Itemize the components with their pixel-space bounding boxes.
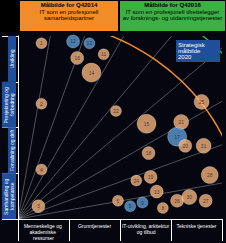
svg-text:og tilbud: og tilbud (135, 229, 156, 235)
svg-text:15: 15 (144, 121, 150, 127)
svg-text:Utvikling: Utvikling (9, 49, 15, 68)
svg-text:11: 11 (101, 51, 106, 57)
svg-text:ressurser: ressurser (33, 235, 54, 241)
svg-text:10: 10 (87, 40, 93, 46)
svg-text:8: 8 (161, 205, 164, 211)
svg-text:1: 1 (40, 40, 43, 46)
svg-text:6: 6 (117, 198, 120, 204)
svg-text:12: 12 (70, 38, 76, 44)
svg-text:28: 28 (207, 172, 213, 178)
svg-text:Grunntjenester: Grunntjenester (78, 223, 111, 229)
svg-text:3: 3 (37, 203, 40, 209)
html-text:Målbilde for Q42016: Målbilde for Q42016 (144, 2, 201, 8)
svg-text:13: 13 (154, 189, 160, 195)
svg-text:målbilde: målbilde (178, 48, 202, 54)
svg-text:20: 20 (182, 143, 188, 149)
svg-text:Samhandling og: Samhandling og (3, 177, 9, 215)
svg-text:25: 25 (199, 99, 205, 105)
svg-text:Forvaltning og drift: Forvaltning og drift (9, 129, 15, 171)
svg-text:24: 24 (134, 178, 140, 184)
svg-text:4: 4 (40, 167, 43, 173)
svg-text:9: 9 (141, 200, 144, 206)
svg-text:17: 17 (174, 134, 180, 140)
svg-text:Menneskelige og: Menneskelige og (23, 223, 64, 229)
svg-text:30: 30 (187, 194, 193, 200)
svg-text:5: 5 (129, 203, 132, 209)
svg-text:IT-utvikling, arkitektur: IT-utvikling, arkitektur (121, 223, 170, 229)
svg-text:akademiske: akademiske (29, 229, 58, 235)
svg-text:18: 18 (146, 150, 152, 156)
svg-text:Strategisk: Strategisk (178, 42, 207, 48)
svg-text:kompetanse: kompetanse (9, 182, 15, 209)
html-text:Målbilde for Q42014: Målbilde for Q42014 (40, 2, 98, 8)
svg-text:2020: 2020 (178, 54, 192, 60)
svg-text:Tekniske tjenester: Tekniske tjenester (176, 223, 216, 229)
svg-text:Prosjektering og: Prosjektering og (3, 85, 9, 124)
svg-text:26: 26 (174, 198, 180, 204)
html-text:IT som en profesjonell tilrett: IT som en profesjonell tilrettelegger av… (122, 8, 223, 21)
svg-text:21: 21 (178, 119, 184, 125)
svg-text:2: 2 (40, 101, 43, 107)
svg-text:forbedring: forbedring (9, 93, 15, 116)
svg-text:31: 31 (201, 143, 207, 149)
html-text:IT som en profesjonell samarbe: IT som en profesjonell samarbeidspartner (39, 8, 99, 21)
svg-text:27: 27 (203, 198, 209, 204)
svg-text:16: 16 (74, 55, 80, 61)
svg-text:14: 14 (89, 70, 95, 76)
svg-text:19: 19 (148, 174, 154, 180)
svg-text:22: 22 (113, 108, 119, 114)
